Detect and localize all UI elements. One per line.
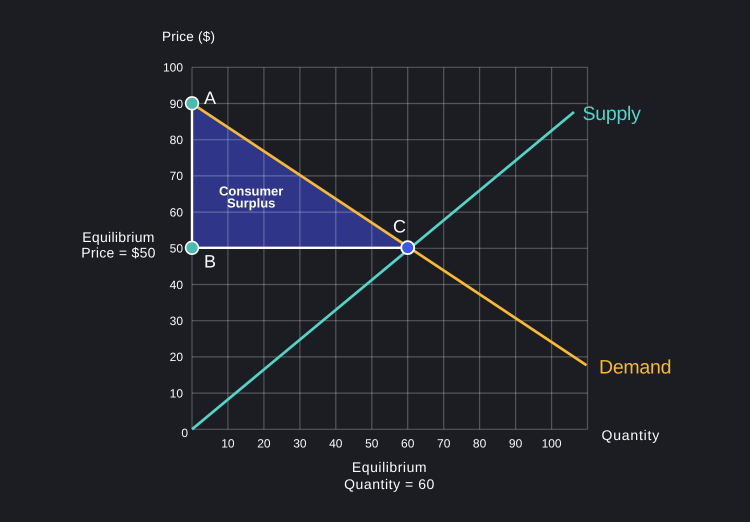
- svg-text:100: 100: [542, 437, 562, 451]
- svg-text:Price = $50: Price = $50: [81, 245, 156, 261]
- svg-text:Supply: Supply: [583, 103, 642, 125]
- svg-text:60: 60: [401, 437, 415, 451]
- svg-text:70: 70: [170, 169, 184, 183]
- svg-text:20: 20: [170, 350, 184, 364]
- svg-text:60: 60: [170, 205, 184, 219]
- svg-text:Demand: Demand: [599, 357, 671, 379]
- svg-text:40: 40: [329, 437, 343, 451]
- svg-text:90: 90: [170, 97, 184, 111]
- svg-text:70: 70: [437, 437, 451, 451]
- svg-text:80: 80: [473, 437, 487, 451]
- svg-text:Consumer: Consumer: [219, 184, 283, 199]
- svg-text:A: A: [204, 88, 216, 108]
- svg-text:30: 30: [293, 437, 307, 451]
- svg-text:50: 50: [365, 437, 379, 451]
- svg-text:10: 10: [170, 386, 184, 400]
- svg-text:Price ($): Price ($): [162, 29, 215, 44]
- svg-text:10: 10: [221, 437, 235, 451]
- svg-text:B: B: [204, 251, 216, 271]
- svg-text:Quantity: Quantity: [602, 427, 661, 443]
- svg-text:50: 50: [170, 242, 184, 256]
- svg-text:Surplus: Surplus: [227, 196, 275, 211]
- svg-text:100: 100: [163, 61, 183, 75]
- svg-text:Equilibrium: Equilibrium: [82, 229, 155, 245]
- svg-text:C: C: [393, 216, 406, 236]
- svg-text:Quantity = 60: Quantity = 60: [344, 476, 435, 492]
- svg-text:90: 90: [509, 437, 523, 451]
- svg-text:0: 0: [181, 426, 188, 440]
- svg-text:80: 80: [170, 133, 184, 147]
- svg-text:Equilibrium: Equilibrium: [352, 459, 427, 475]
- svg-text:30: 30: [170, 314, 184, 328]
- svg-text:40: 40: [170, 278, 184, 292]
- svg-text:20: 20: [257, 437, 271, 451]
